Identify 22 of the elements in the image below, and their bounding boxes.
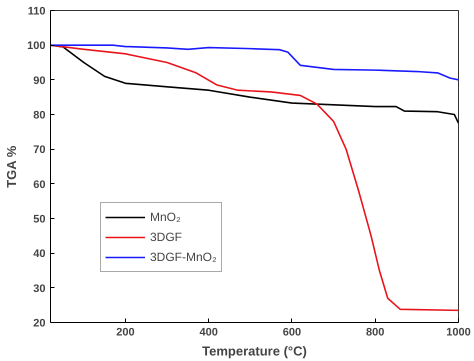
x-tick-label: 1000 [446, 326, 471, 338]
legend-label: MnO₂ [150, 210, 181, 224]
line-series [50, 44, 458, 312]
legend-label: 3DGF-MnO₂ [150, 250, 217, 264]
y-tick-label: 30 [33, 282, 46, 295]
y-tick-label: 40 [33, 248, 46, 260]
legend-label: 3DGF [150, 230, 182, 244]
x-tick-label: 200 [116, 326, 135, 338]
x-tick-label: 600 [282, 326, 302, 338]
y-tick-label: 60 [33, 178, 46, 191]
x-tick-label: 800 [366, 326, 384, 338]
y-tick-label: 50 [33, 214, 46, 226]
y-tick-label: 20 [33, 318, 46, 330]
y-tick-label: 100 [27, 40, 46, 52]
y-tick-label: 80 [33, 110, 46, 122]
y-axis-title: TGA % [4, 145, 20, 188]
y-tick-label: 70 [33, 144, 46, 156]
y-tick-label: 90 [33, 74, 46, 87]
y-tick-label: 110 [28, 6, 46, 18]
x-tick-label: 400 [200, 326, 218, 338]
x-axis-title: Temperature (°C) [202, 344, 307, 358]
line-series [50, 44, 458, 81]
